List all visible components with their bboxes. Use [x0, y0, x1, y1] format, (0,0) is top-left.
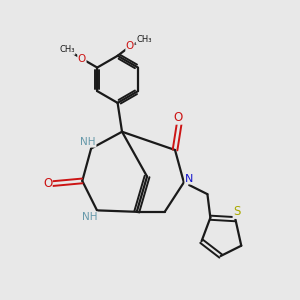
Text: CH₃: CH₃ — [59, 45, 75, 54]
Text: CH₃: CH₃ — [136, 35, 152, 44]
Text: O: O — [126, 41, 134, 51]
Text: O: O — [78, 54, 86, 64]
Text: O: O — [43, 177, 52, 190]
Text: N: N — [185, 174, 193, 184]
Text: S: S — [233, 205, 241, 218]
Text: NH: NH — [82, 212, 98, 222]
Text: O: O — [173, 111, 183, 124]
Text: NH: NH — [80, 137, 96, 147]
